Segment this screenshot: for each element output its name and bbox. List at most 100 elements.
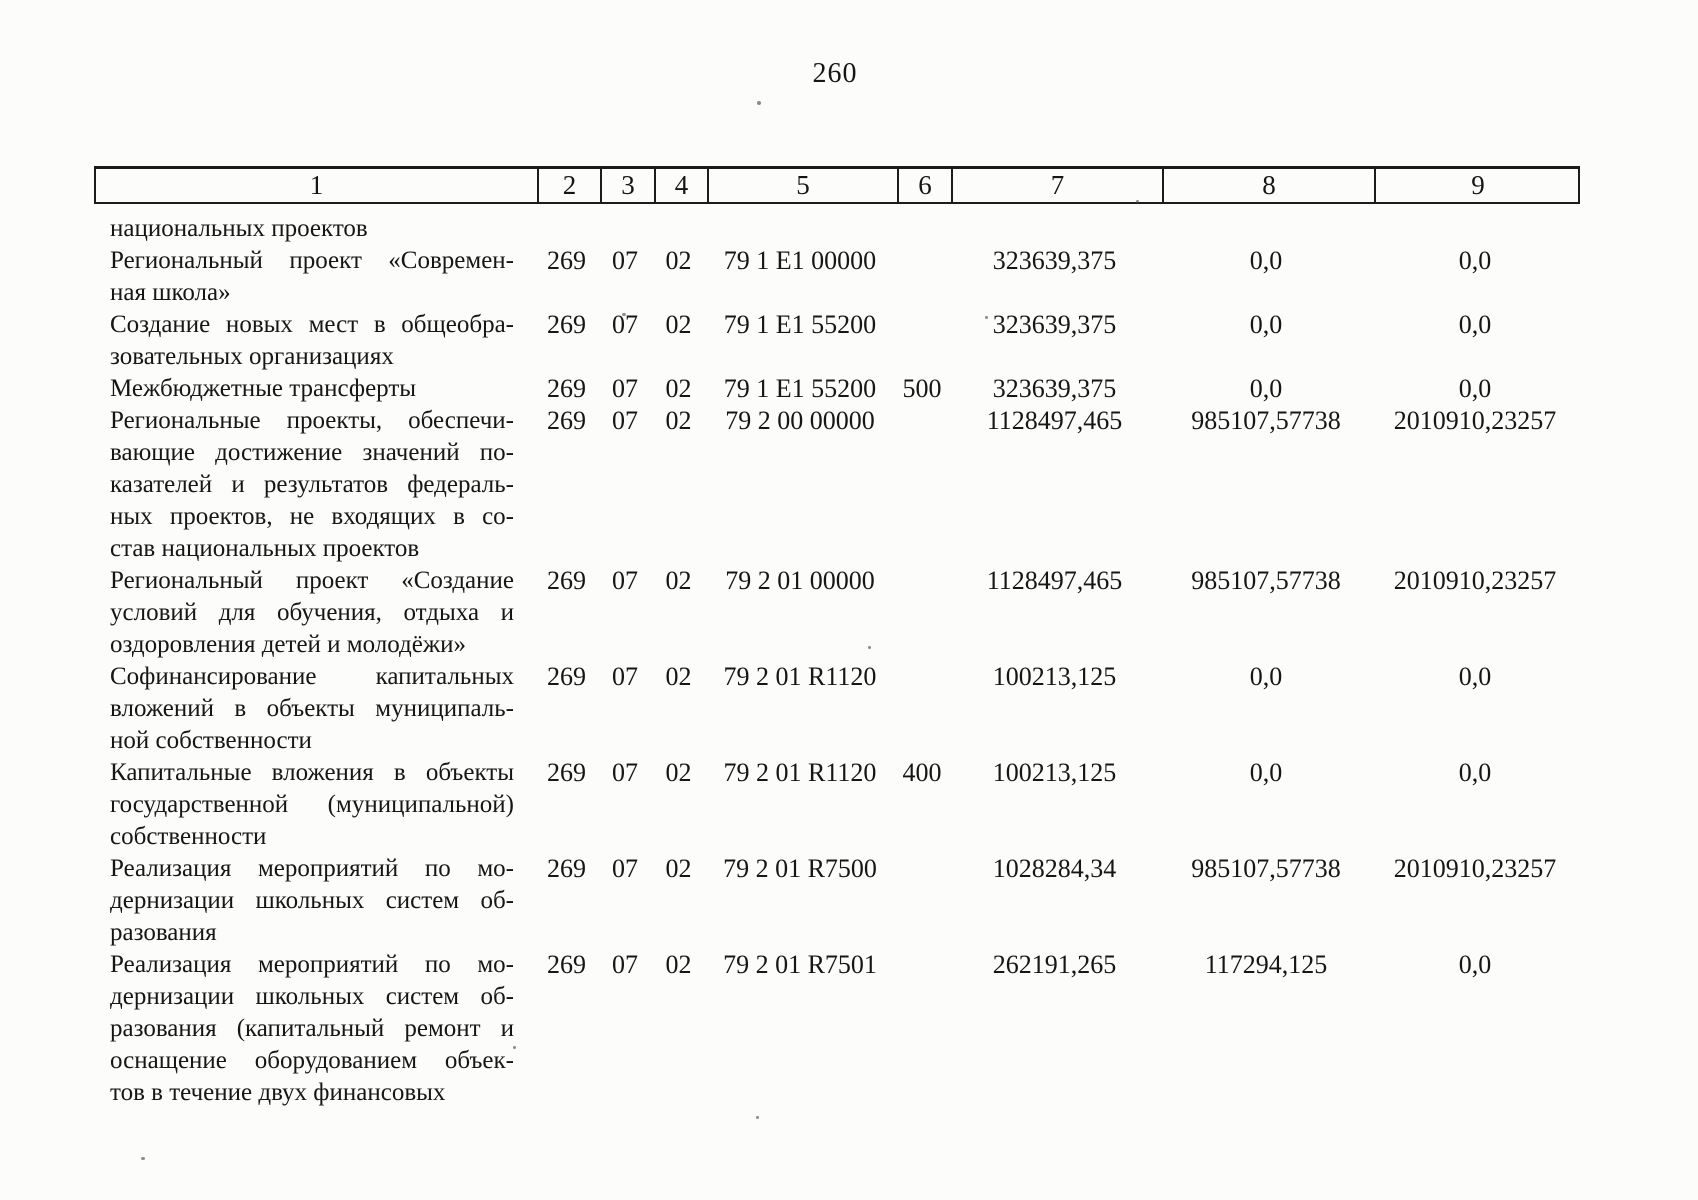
cell-col8-amount: 0,0 [1249,246,1283,275]
cell-col4-code: 02 [665,758,692,787]
name-line: вложений в объекты муниципаль- [110,695,514,722]
name-line: условий для обучения, отдыха и [110,599,514,626]
name-line: казателей и результатов федераль- [110,471,514,498]
cell-col8-amount: 0,0 [1249,662,1283,691]
cell-col6-code: 400 [902,758,942,787]
cell-col3-code: 07 [612,246,638,275]
cell-col7-amount: 1028284,34 [992,854,1117,883]
header-cell-6: 6 [897,169,951,202]
cell-col5-code: 79 1 Е1 55200 [723,374,877,403]
cell-name: Реализация мероприятий по мо-дернизации … [94,949,535,1109]
cell-col9-amount: 2010910,23257 [1393,854,1557,883]
name-line: дернизации школьных систем об- [110,983,514,1010]
table-row: Создание новых мест в общеобра-зовательн… [94,309,1580,373]
cell-col2-code: 269 [547,406,586,435]
cell-name: Создание новых мест в общеобра-зовательн… [94,309,535,373]
header-cell-2: 2 [537,169,600,202]
cell-col7-amount: 1128497,465 [986,566,1123,595]
cell-col3-code: 07 [612,406,638,435]
cell-col9-amount: 2010910,23257 [1393,566,1557,595]
header-cell-4: 4 [654,169,707,202]
cell-col3-code: 07 [612,854,638,883]
cell-col8-amount: 0,0 [1249,758,1283,787]
scan-speck [756,1116,759,1119]
cell-col5-code: 79 2 01 R7501 [723,950,877,979]
page-number: 260 [812,58,858,89]
cell-name: Региональный проект «Создание условий для… [94,565,535,661]
cell-col3-code: 07 [612,950,638,979]
name-line: Софинансирование капитальных [110,663,514,690]
cell-col7-amount: 323639,375 [992,246,1117,275]
cell-col4-code: 02 [665,246,692,275]
cell-name: Капитальные вложения в объекты государств… [94,757,535,853]
table-row: Региональный проект «Современ-ная школа»… [94,245,1580,309]
name-line: собственности [110,823,267,850]
cell-col4-code: 02 [665,662,692,691]
name-line: национальных проектов [110,215,368,242]
name-line: став национальных проектов [110,535,420,562]
cell-col2-code: 269 [547,374,586,403]
cell-name: Софинансирование капитальных вложений в о… [94,661,535,757]
header-cell-7: 7 [951,169,1162,202]
name-line: Межбюджетные трансферты [110,375,417,402]
cell-col7-amount: 323639,375 [992,374,1117,403]
cell-col9-amount: 0,0 [1458,374,1492,403]
scan-speck [1136,200,1139,203]
cell-col5-code: 79 2 01 R1120 [723,662,877,691]
cell-col5-code: 79 2 01 R7500 [723,854,877,883]
name-line: Региональный проект «Современ- [110,247,514,274]
name-line: ная школа» [110,279,231,306]
name-line: вающие достижение значений по- [110,439,514,466]
name-line: ных проектов, не входящих в со- [110,503,514,530]
cell-col8-amount: 0,0 [1249,310,1283,339]
cell-col8-amount: 985107,57738 [1191,566,1341,595]
cell-col2-code: 269 [547,566,586,595]
table-row: Реализация мероприятий по мо-дернизации … [94,853,1580,949]
cell-col7-amount: 1128497,465 [986,406,1123,435]
name-line: разования [110,919,217,946]
cell-col2-code: 269 [547,246,586,275]
cell-col4-code: 02 [665,406,692,435]
cell-col2-code: 269 [547,662,586,691]
scan-speck [985,316,988,319]
cell-col2-code: 269 [547,310,586,339]
name-line: оснащение оборудованием объек- [110,1047,514,1074]
cell-col4-code: 02 [665,566,692,595]
cell-col2-code: 269 [547,854,586,883]
cell-col8-amount: 117294,125 [1204,950,1328,979]
cell-name: Региональные проекты, обеспечи-вающие до… [94,405,535,565]
name-line: Создание новых мест в общеобра- [110,311,514,338]
cell-col5-code: 79 2 00 00000 [725,406,875,435]
name-line: оздоровления детей и молодёжи» [110,631,467,658]
name-line: дернизации школьных систем об- [110,887,514,914]
cell-col8-amount: 985107,57738 [1191,854,1341,883]
scan-speck [868,646,871,649]
name-line: Капитальные вложения в объекты [110,759,514,786]
cell-col3-code: 07 [612,566,638,595]
cell-col9-amount: 0,0 [1458,310,1492,339]
cell-col7-amount: 100213,125 [992,758,1117,787]
cell-col3-code: 07 [612,758,638,787]
cell-name: Региональный проект «Современ-ная школа» [94,245,535,309]
cell-col6-code: 500 [902,374,942,403]
cell-name: Реализация мероприятий по мо-дернизации … [94,853,535,949]
header-cell-9: 9 [1374,169,1580,202]
name-line: Реализация мероприятий по мо- [110,951,514,978]
scan-speck [757,101,761,105]
cell-col5-code: 79 1 Е1 00000 [723,246,877,275]
cell-col3-code: 07 [612,662,638,691]
scan-speck [513,1046,516,1049]
header-cell-3: 3 [600,169,654,202]
table-row: Региональные проекты, обеспечи-вающие до… [94,405,1580,565]
name-line: государственной (муниципальной) [110,791,514,818]
name-line: зовательных организациях [110,343,394,370]
cell-col9-amount: 2010910,23257 [1393,406,1557,435]
cell-col7-amount: 100213,125 [992,662,1117,691]
cell-col5-code: 79 2 01 R1120 [723,758,877,787]
cell-col9-amount: 0,0 [1458,662,1492,691]
cell-col5-code: 79 2 01 00000 [725,566,875,595]
cell-col7-amount: 262191,265 [992,950,1117,979]
